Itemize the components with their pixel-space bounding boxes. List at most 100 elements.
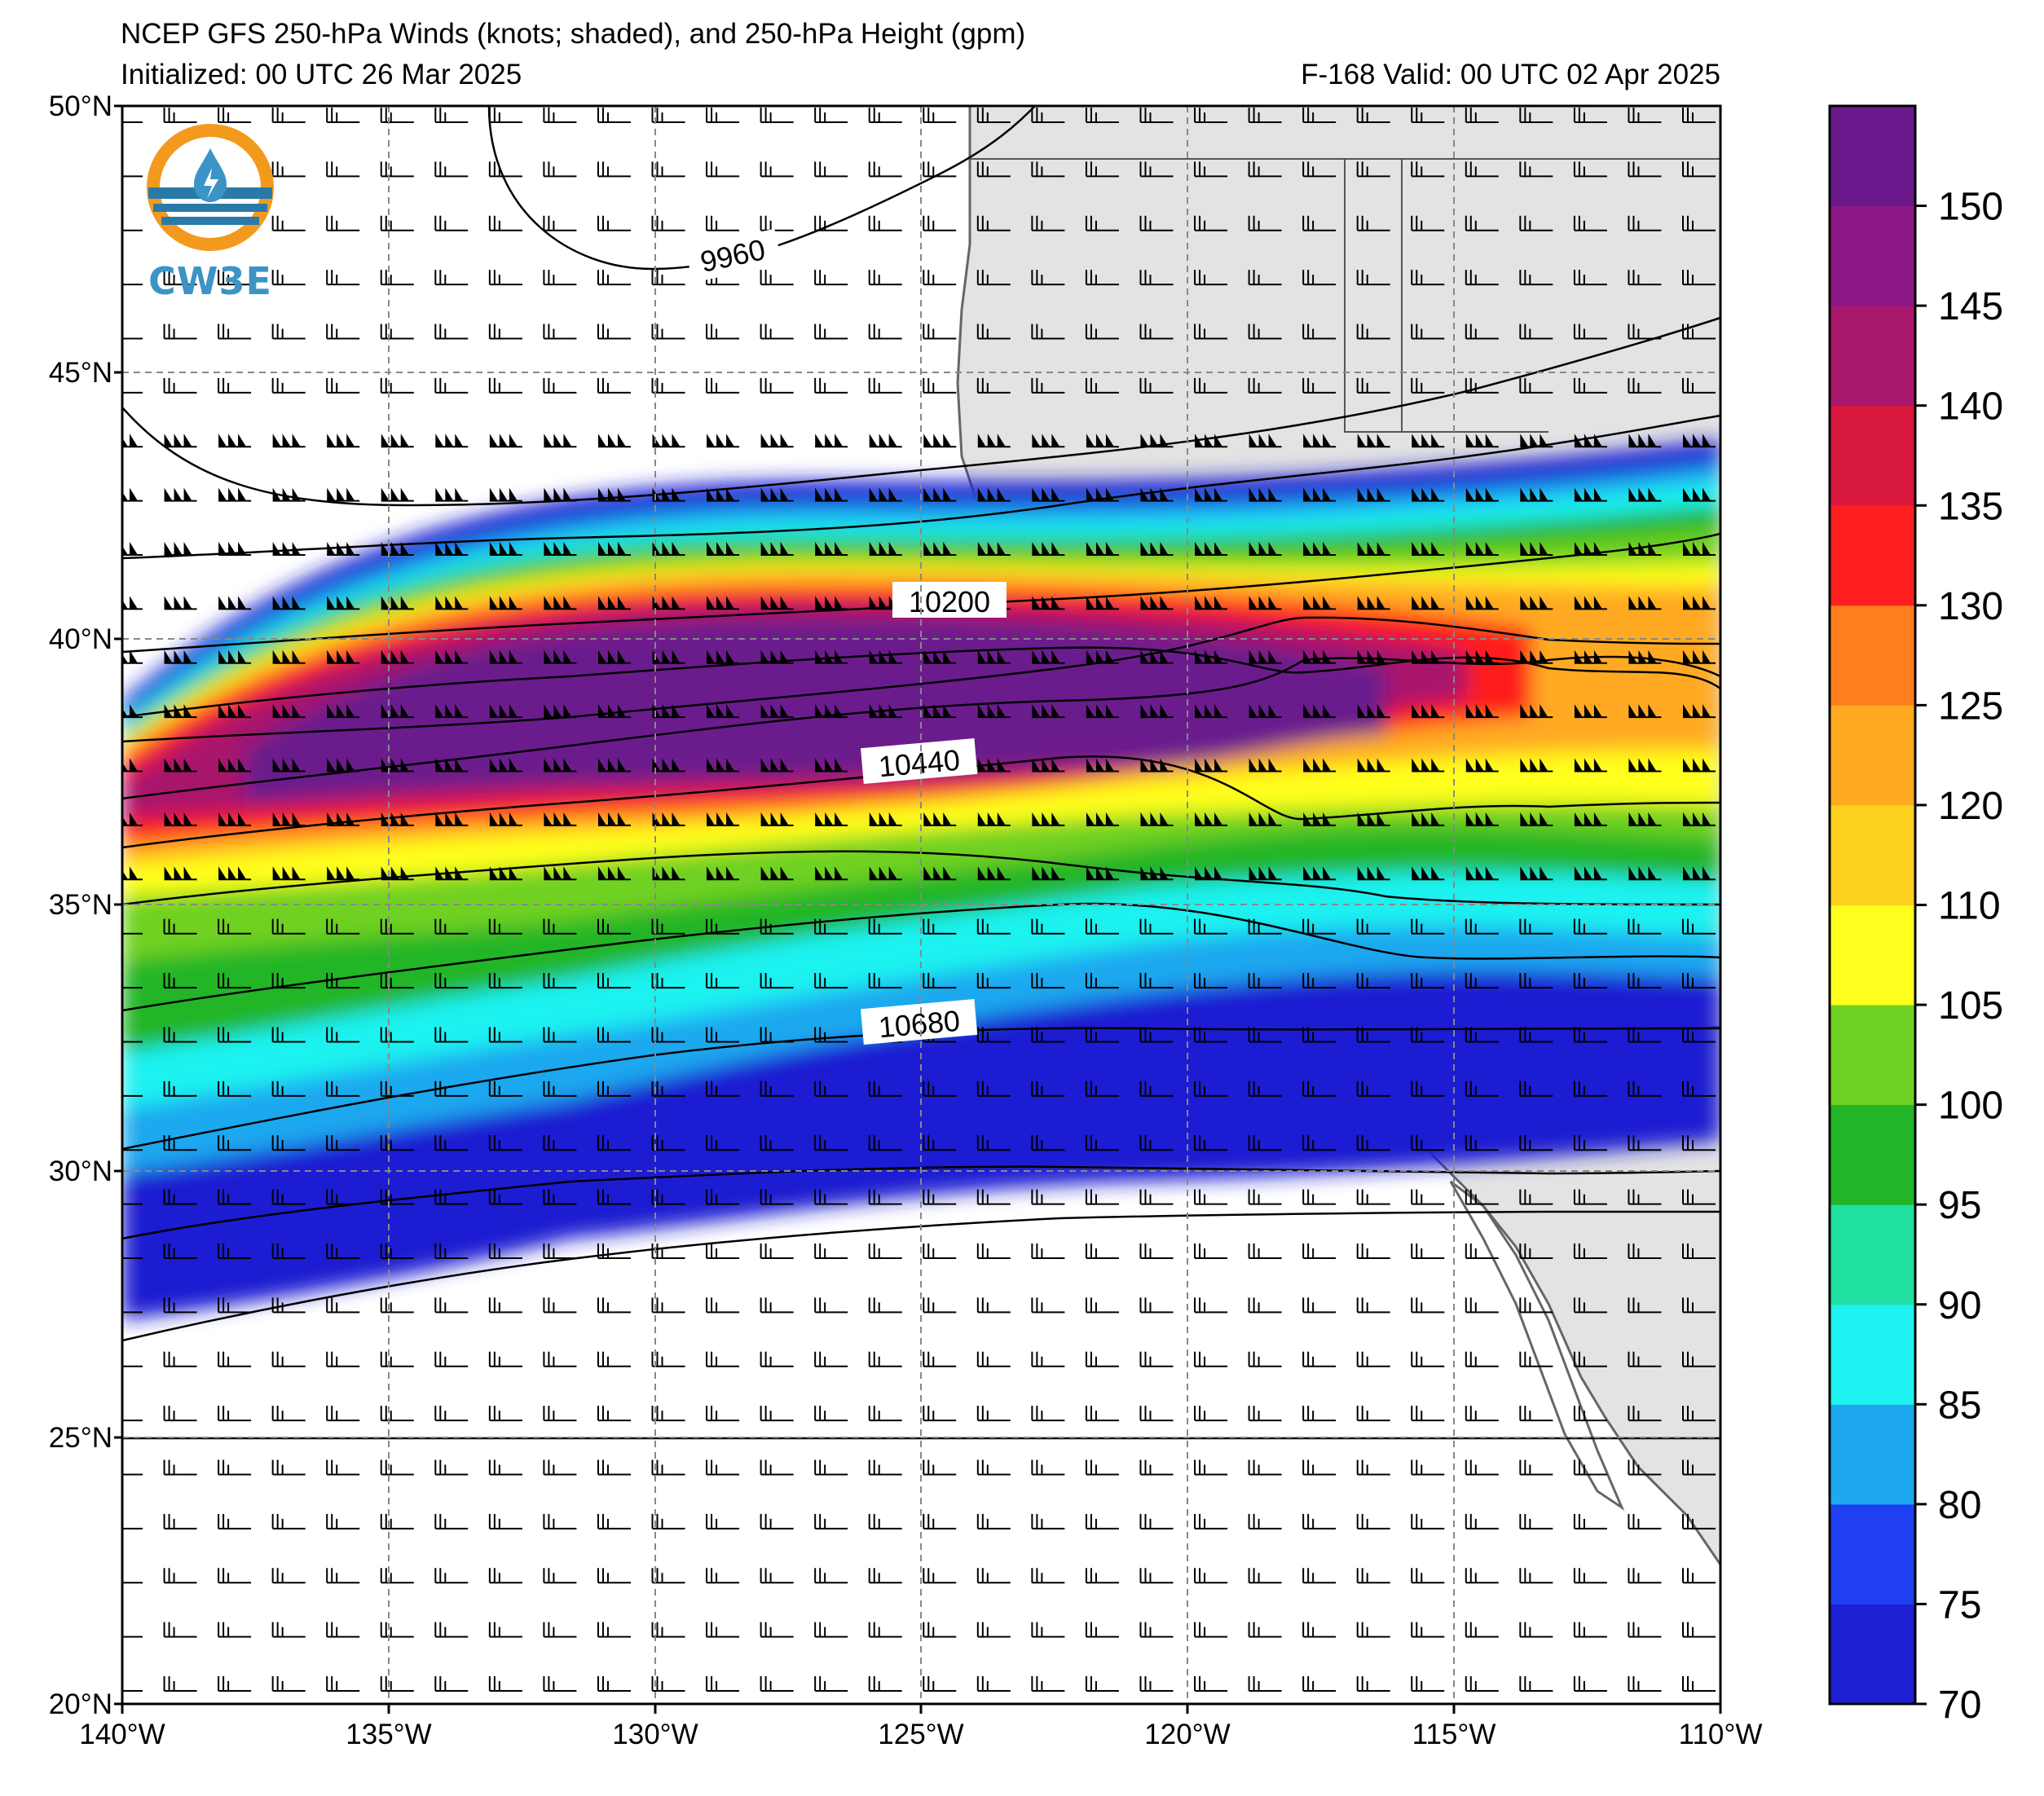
wind-barb [163,1406,197,1422]
wind-barb [434,377,469,394]
wind-barb [1682,1622,1716,1638]
wind-barb [923,108,957,123]
wind-barb [760,704,794,719]
wind-barb [868,1676,902,1692]
wind-barb [163,1351,197,1367]
wind-barb [814,1135,848,1151]
wind-barb [597,1568,631,1584]
wind-barb [1520,542,1553,557]
wind-barb [1249,434,1282,448]
wind-barb [163,377,197,394]
wind-barb [1519,1513,1553,1530]
wind-barb [380,973,414,989]
wind-barb [1628,596,1662,610]
wind-barb [760,1459,794,1476]
wind-barb [488,1622,522,1638]
colorbar-tick-label: 75 [1938,1583,1981,1627]
wind-barb [760,487,794,502]
wind-barb [597,1081,631,1097]
wind-barb [1302,270,1337,286]
wind-barb [1031,1622,1065,1638]
wind-barb [1139,377,1174,394]
wind-barb [122,175,143,178]
wind-barb [1683,434,1716,448]
wind-barb [1411,1406,1445,1422]
wind-barb [1031,1189,1065,1205]
wind-barb [976,1297,1011,1314]
wind-barb [1302,1622,1337,1638]
wind-barb [1248,1406,1282,1422]
colorbar-tick-label: 105 [1938,984,2003,1028]
wind-barb [543,270,577,286]
colorbar-segment [1830,1204,1915,1305]
wind-barb [1465,1243,1499,1259]
wind-barb [543,1676,577,1692]
wind-barb [1682,1676,1716,1692]
colorbar-tick-label: 95 [1938,1184,1981,1227]
wind-barb [651,161,685,178]
wind-barb [163,1243,197,1259]
wind-barb [543,1406,577,1422]
wind-barb [760,1568,794,1584]
colorbar-tick-label: 150 [1938,186,2003,229]
wind-barb [1031,1676,1065,1692]
wind-barb [652,649,685,664]
wind-barb [1412,542,1445,557]
wind-barb [1356,1297,1390,1314]
wind-barb [434,918,469,935]
wind-barb [1682,108,1716,123]
lon-label: 120°W [1144,1719,1230,1750]
wind-barb [868,973,902,989]
wind-barb [1465,973,1499,989]
wind-barb [597,1351,631,1367]
wind-barb [326,1351,360,1367]
wind-barb [1411,377,1445,394]
wind-barb [1519,377,1553,394]
wind-barb [868,918,902,935]
wind-barb [976,1568,1011,1584]
wind-barb [760,1622,794,1638]
wind-barb [1194,161,1228,178]
wind-barb [1248,1135,1282,1151]
wind-barb [1357,434,1390,448]
wind-barb [122,229,143,231]
wind-barb [218,973,252,989]
wind-barb [1085,215,1119,231]
colorbar-segment [1830,705,1915,806]
wind-barb [488,377,522,394]
wind-barb [164,812,197,826]
wind-barb [434,1189,469,1205]
wind-barb [1465,596,1499,610]
wind-barb [760,812,794,826]
wind-barb [326,377,360,394]
wind-barb [651,1351,685,1367]
wind-barb [706,161,740,178]
wind-barb [597,758,631,773]
wind-barb [597,1622,631,1638]
wind-barb [1302,377,1337,394]
colorbar-tick-label: 140 [1938,385,2003,429]
wind-barb [271,1297,306,1314]
wind-barb [1628,1189,1662,1205]
wind-barb [1682,1243,1716,1259]
wind-barb [1248,1081,1282,1097]
wind-barb [327,866,360,881]
wind-barb [976,1513,1011,1530]
wind-barb [272,649,306,664]
wind-barb [1574,758,1607,773]
wind-barb [977,434,1011,448]
wind-barb [815,758,848,773]
wind-barb [760,324,794,340]
wind-barb [1682,918,1716,935]
wind-barb [271,324,306,340]
wind-barb [543,108,577,123]
cw3e-logo: CW3E [137,122,284,310]
wind-barb [326,1459,360,1476]
wind-barb [1302,1351,1337,1367]
height-contours [122,106,1720,1440]
wind-barb [122,1149,143,1151]
wind-barb [380,1406,414,1422]
wind-barb [1249,649,1282,664]
lon-label: 115°W [1412,1719,1496,1750]
